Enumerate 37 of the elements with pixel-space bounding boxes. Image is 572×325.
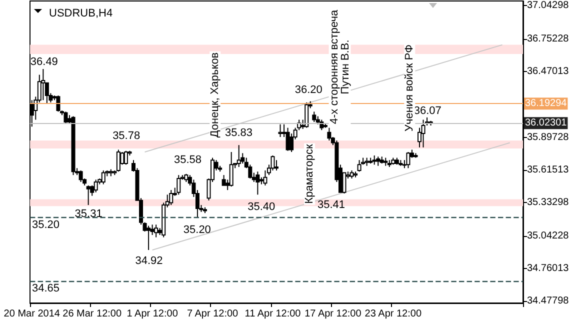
x-tick-label: 17 Apr 12:00 [304, 308, 362, 320]
x-tick-label: 11 Apr 12:00 [244, 308, 302, 320]
annotation: Краматорск [304, 144, 316, 204]
x-tick-label: 7 Apr 12:00 [186, 308, 239, 320]
y-tick-label: 37.04298 [527, 0, 570, 11]
x-tick-label: 26 Mar 12:00 [62, 308, 122, 320]
annotation: 35.20 [183, 224, 211, 236]
x-tick-label: 1 Apr 12:00 [126, 308, 178, 320]
annotation: 35.31 [74, 208, 102, 220]
y-tick-label: 34.47798 [527, 295, 570, 306]
annotation: 35.41 [318, 199, 346, 211]
y-tick-label: 35.89728 [527, 132, 570, 143]
annotation: Учения войск РФ [404, 44, 416, 132]
annotation: 4-х сторонняя встреча Путин В.В. [328, 9, 352, 124]
x-tick-label: 20 Mar 2014 [4, 308, 60, 320]
annotation: 34.92 [135, 255, 163, 267]
y-tick-label: 36.47013 [527, 66, 570, 77]
ref-line-label: 34.65 [32, 282, 60, 295]
annotation: 35.40 [248, 201, 276, 213]
annotation: 35.83 [224, 127, 252, 139]
y-tick-label: 36.75228 [527, 33, 570, 44]
y-tick-label: 35.04228 [527, 230, 570, 242]
annotation: 36.20 [294, 84, 322, 96]
annotation: 35.58 [174, 154, 202, 166]
y-tick-label: 34.76013 [527, 262, 570, 274]
ref-line-label: 36.02301 [525, 118, 568, 129]
ref-line-label: 35.20 [32, 219, 60, 232]
x-tick-label: 23 Apr 12:00 [364, 308, 422, 320]
ref-line-label: 36.19294 [525, 98, 568, 110]
annotation: 35.78 [112, 130, 140, 142]
y-tick-label: 35.61513 [527, 164, 570, 176]
candlestick [41, 68, 46, 101]
annotation: 36.07 [414, 105, 442, 117]
annotation: Донецк, Харьков [209, 52, 222, 138]
text: USDRUB,H4 [49, 8, 113, 20]
y-tick-label: 35.33298 [527, 196, 570, 208]
annotation: 36.49 [30, 56, 58, 68]
